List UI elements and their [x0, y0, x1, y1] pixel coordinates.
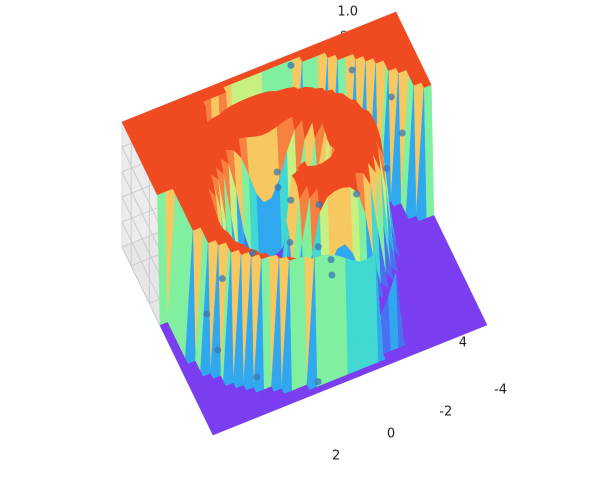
- scatter-point: [218, 275, 226, 283]
- scatter-point: [387, 93, 395, 101]
- scatter-point: [287, 196, 295, 204]
- scatter-point: [314, 378, 322, 386]
- x-tick-label: 2: [332, 449, 340, 464]
- scatter-point: [253, 373, 261, 381]
- x-tick-label: -4: [494, 383, 507, 398]
- scatter-point: [348, 66, 356, 74]
- scatter-point: [249, 249, 257, 257]
- scatter-point: [328, 271, 336, 279]
- scatter-point: [274, 183, 282, 191]
- surface-facet: [210, 426, 221, 436]
- scatter-point: [383, 164, 391, 172]
- scatter-point: [214, 346, 222, 354]
- scatter-point: [352, 190, 360, 198]
- scatter-point: [314, 243, 322, 251]
- x-tick-label: 0: [387, 427, 395, 442]
- z-tick-label: 1.0: [337, 5, 358, 20]
- scatter-point: [203, 310, 211, 318]
- scatter-point: [315, 201, 323, 209]
- y-tick-label: 4: [459, 336, 467, 351]
- scatter-point: [286, 238, 294, 246]
- scatter-point: [273, 168, 281, 176]
- surface: [121, 11, 488, 436]
- scatter-point: [287, 61, 295, 69]
- scatter-point: [327, 256, 335, 264]
- scatter-point: [398, 129, 406, 137]
- x-tick-label: -2: [439, 405, 452, 420]
